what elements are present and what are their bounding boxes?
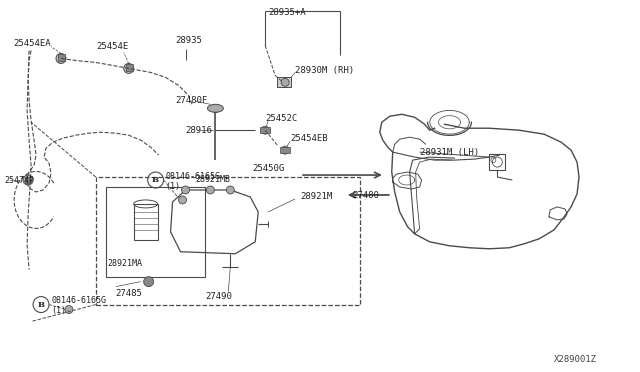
Circle shape: [56, 54, 66, 64]
Text: 28931M (LH): 28931M (LH): [420, 148, 479, 157]
Text: 25454E: 25454E: [96, 42, 128, 51]
Circle shape: [182, 186, 189, 194]
Bar: [134, 204, 157, 240]
Text: 08146-6165G: 08146-6165G: [166, 171, 221, 180]
Text: 25452C: 25452C: [265, 114, 298, 123]
Text: 28921M: 28921M: [300, 192, 332, 202]
Text: (1): (1): [166, 182, 180, 190]
Text: 25454EA: 25454EA: [13, 39, 51, 48]
Bar: [125, 64, 132, 71]
Text: 27480F: 27480F: [175, 96, 208, 105]
Text: (1): (1): [51, 306, 66, 315]
Text: 25454EB: 25454EB: [290, 134, 328, 143]
Text: 28921MA: 28921MA: [108, 259, 143, 268]
Text: B: B: [38, 301, 45, 308]
Bar: [280, 147, 290, 153]
Text: 28921MB: 28921MB: [195, 174, 230, 183]
Text: 28930M (RH): 28930M (RH): [295, 66, 354, 75]
Text: X289001Z: X289001Z: [554, 355, 597, 364]
Circle shape: [281, 78, 289, 86]
Circle shape: [281, 146, 289, 154]
Bar: [260, 127, 270, 133]
Circle shape: [207, 186, 214, 194]
Bar: [96, 177, 360, 305]
Text: B: B: [152, 176, 159, 184]
Bar: [277, 77, 291, 87]
Text: 25474P: 25474P: [4, 176, 34, 185]
Circle shape: [261, 126, 269, 134]
Circle shape: [23, 175, 33, 185]
Circle shape: [227, 186, 234, 194]
Bar: [106, 187, 205, 277]
Circle shape: [143, 277, 154, 286]
Bar: [58, 54, 65, 61]
Text: 08146-6165G: 08146-6165G: [51, 296, 106, 305]
Text: 27490: 27490: [205, 292, 232, 301]
Circle shape: [65, 305, 73, 314]
Text: 25450G: 25450G: [252, 164, 285, 173]
Ellipse shape: [207, 104, 223, 112]
Text: 28935+A: 28935+A: [268, 8, 306, 17]
Text: 27485: 27485: [116, 289, 143, 298]
Text: 28916: 28916: [186, 126, 212, 135]
Bar: [490, 154, 506, 170]
Circle shape: [179, 196, 186, 204]
Text: 27480: 27480: [352, 192, 379, 201]
Bar: [25, 177, 31, 183]
Circle shape: [124, 64, 134, 73]
Text: 28935: 28935: [175, 36, 202, 45]
